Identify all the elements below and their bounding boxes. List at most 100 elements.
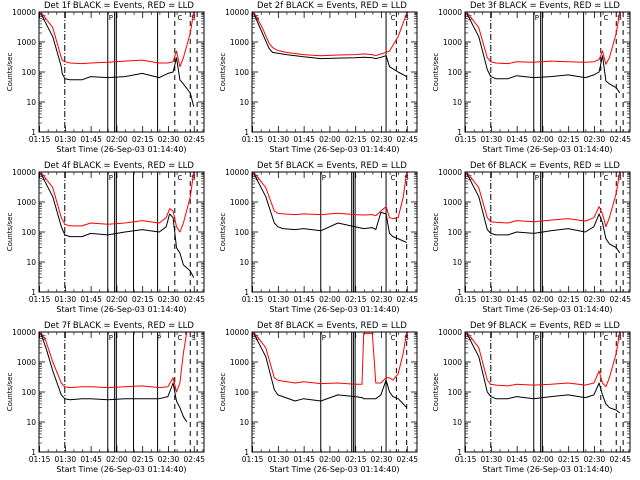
det-5-marker-label: C [391, 174, 396, 182]
det-2-marker-label: C [391, 14, 396, 22]
det-6-plot-frame [464, 171, 631, 293]
det-2-series-lld [253, 11, 408, 57]
det-6-ytick-label: 10000 [438, 168, 462, 177]
det-7-xtick-label: 02:15 [132, 455, 154, 464]
det-6-ytick-label: 1000 [443, 198, 462, 207]
det-4-ytick-label: 1 [31, 288, 36, 297]
det-3-xtick-label: 01:45 [506, 135, 528, 144]
det-4-xtick-label: 02:30 [158, 295, 180, 304]
det-3-xtick-label: 01:30 [481, 135, 503, 144]
det-5-marker-label: S [255, 174, 260, 182]
det-5-xtick-label: 02:15 [345, 295, 367, 304]
det-7-ytick-label: 1000 [17, 358, 36, 367]
det-4-series-lld [40, 171, 195, 233]
det-6-xtick-label: 01:45 [506, 295, 528, 304]
det-3-title: Det 3f BLACK = Events, RED = LLD [470, 1, 620, 11]
det-1-xtick-label: 02:45 [183, 135, 205, 144]
det-1-ytick-label: 10 [26, 98, 36, 107]
det-1-series-events [40, 13, 195, 107]
det-9-title: Det 9f BLACK = Events, RED = LLD [470, 321, 620, 331]
det-7-marker-label: S [191, 334, 196, 342]
det-9-ytick-label: 1000 [443, 358, 462, 367]
det-4-xtick-label: 02:15 [132, 295, 154, 304]
det-7-ytick-label: 100 [22, 388, 37, 397]
det-8-ylabel: Counts/sec [219, 373, 227, 412]
det-9-xtick-label: 02:30 [584, 455, 606, 464]
det-2-ytick-label: 1 [244, 128, 249, 137]
det-5-ytick-label: 1 [244, 288, 249, 297]
det-2-ytick-label: 100 [235, 68, 250, 77]
det-3-xtick-label: 02:45 [609, 135, 631, 144]
det-6-ylabel: Counts/sec [432, 213, 440, 252]
det-7-marker-label: C [178, 334, 183, 342]
det-8-xtick-label: 02:15 [345, 455, 367, 464]
det-5-title: Det 5f BLACK = Events, RED = LLD [257, 161, 407, 171]
det-3-ytick-label: 1000 [443, 38, 462, 47]
det-5-series-lld [253, 171, 408, 220]
det-5-xtick-label: 01:15 [242, 295, 264, 304]
det-6-xlabel: Start Time (26-Sep-03 01:14:40) [482, 305, 612, 314]
det-3-ytick-label: 1 [457, 128, 462, 137]
det-8-ytick-label: 100 [235, 388, 250, 397]
det-8-xtick-label: 02:00 [319, 455, 341, 464]
det-4-marker-label: C [178, 174, 183, 182]
det-9-xtick-label: 02:00 [532, 455, 554, 464]
det-6-ytick-label: 10 [452, 258, 462, 267]
det-4-ylabel: Counts/sec [6, 213, 14, 252]
det-7-marker-label: P [109, 334, 113, 342]
det-8-series-events [253, 333, 408, 409]
det-8-title: Det 8f BLACK = Events, RED = LLD [257, 321, 407, 331]
det-3-xlabel: Start Time (26-Sep-03 01:14:40) [482, 145, 612, 154]
det-6-xtick-label: 01:30 [481, 295, 503, 304]
det-4-marker-label: P [109, 174, 113, 182]
det-1-marker-label: C [178, 14, 183, 22]
det-2-plot-frame [251, 11, 418, 133]
det-1-title: Det 1f BLACK = Events, RED = LLD [44, 1, 194, 11]
det-1-ytick-label: 10000 [12, 8, 36, 17]
det-1-xtick-label: 02:30 [158, 135, 180, 144]
det-3-panel: Det 3f BLACK = Events, RED = LLD 1 10 100 10… [432, 1, 631, 154]
det-4-xtick-label: 01:30 [55, 295, 77, 304]
det-1-panel: Det 1f BLACK = Events, RED = LLD 1 10 100 10… [6, 1, 205, 154]
det-9-plot-frame [464, 331, 631, 453]
det-5-plot-frame [251, 171, 418, 293]
det-9-marker-label: S [468, 334, 473, 342]
det-8-ytick-label: 10 [239, 418, 249, 427]
det-6-xtick-label: 01:15 [455, 295, 477, 304]
det-6-series-lld [466, 171, 621, 228]
det-6-title: Det 6f BLACK = Events, RED = LLD [470, 161, 620, 171]
det-5-xtick-label: 02:45 [396, 295, 418, 304]
det-8-marker-label: P [322, 334, 326, 342]
det-4-ytick-label: 100 [22, 228, 37, 237]
det-2-xtick-label: 01:45 [293, 135, 315, 144]
det-1-series-lld [40, 11, 195, 68]
det-9-ytick-label: 10000 [438, 328, 462, 337]
det-5-ytick-label: 100 [235, 228, 250, 237]
det-7-ylabel: Counts/sec [6, 373, 14, 412]
det-3-series-lld [466, 11, 621, 65]
det-5-xtick-label: 01:45 [293, 295, 315, 304]
det-2-xtick-label: 02:00 [319, 135, 341, 144]
det-8-xtick-label: 02:30 [371, 455, 393, 464]
det-4-ytick-label: 10 [26, 258, 36, 267]
det-4-xtick-label: 02:00 [106, 295, 128, 304]
det-3-ytick-label: 10000 [438, 8, 462, 17]
det-2-ytick-label: 10000 [225, 8, 249, 17]
det-3-series-events [466, 13, 621, 94]
det-5-series-events [253, 173, 407, 243]
det-5-xtick-label: 02:30 [371, 295, 393, 304]
det-1-marker-label: S [191, 14, 196, 22]
det-7-xtick-label: 01:45 [80, 455, 102, 464]
det-1-marker-label: S [42, 14, 47, 22]
det-2-xtick-label: 02:15 [345, 135, 367, 144]
det-8-xtick-label: 01:15 [242, 455, 264, 464]
det-3-marker-label: C [604, 14, 609, 22]
det-4-ytick-label: 10000 [12, 168, 36, 177]
det-4-series-events [40, 173, 195, 278]
det-5-marker-label: S [404, 174, 409, 182]
det-9-xtick-label: 01:45 [506, 455, 528, 464]
det-3-marker-label: S [617, 14, 622, 22]
det-1-ylabel: Counts/sec [6, 53, 14, 92]
